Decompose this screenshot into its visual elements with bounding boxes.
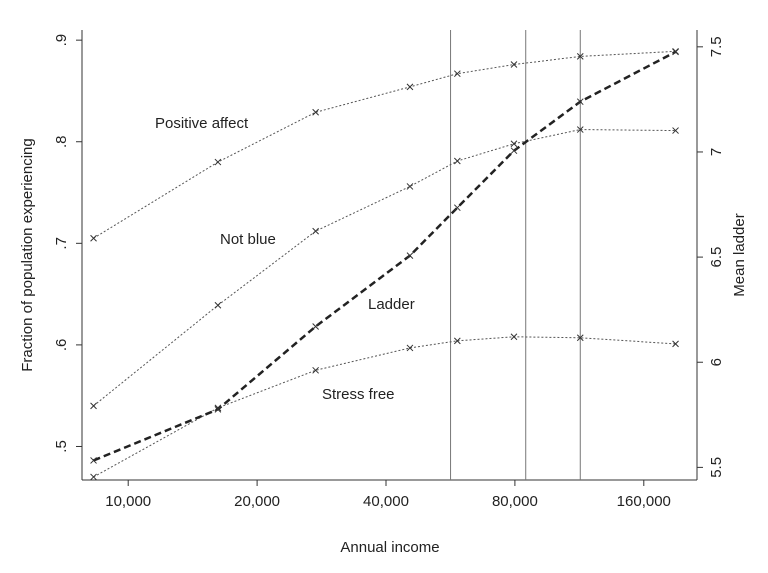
point-marker xyxy=(214,301,222,309)
x-tick-label: 20,000 xyxy=(234,493,280,510)
point-marker xyxy=(453,70,461,78)
point-marker xyxy=(90,234,97,242)
y-tick-label: .9 xyxy=(53,34,70,47)
y2-tick-label: 6 xyxy=(708,358,725,366)
point-marker xyxy=(510,61,518,68)
y-tick-label: .5 xyxy=(53,440,70,453)
point-marker xyxy=(90,402,97,410)
point-marker xyxy=(453,204,461,212)
point-marker xyxy=(214,405,222,413)
y-tick-label: .8 xyxy=(53,135,70,148)
point-marker xyxy=(453,157,461,165)
y2-tick-label: 7.5 xyxy=(708,36,725,57)
point-marker xyxy=(576,334,584,342)
point-marker xyxy=(672,340,679,348)
point-marker xyxy=(453,337,461,345)
x-axis-label: Annual income xyxy=(340,539,439,556)
point-marker xyxy=(312,366,319,374)
point-marker xyxy=(312,227,319,235)
series-line xyxy=(93,50,677,462)
point-marker xyxy=(406,83,414,91)
series-label: Ladder xyxy=(368,296,415,313)
point-marker xyxy=(672,48,679,56)
point-marker xyxy=(406,344,414,352)
point-marker xyxy=(406,252,414,259)
y2-tick-label: 7 xyxy=(708,148,725,156)
point-marker xyxy=(312,323,319,330)
point-marker xyxy=(576,98,584,106)
point-marker xyxy=(576,53,584,60)
y-tick-label: .6 xyxy=(53,339,70,352)
series-line xyxy=(93,50,676,239)
y2-tick-label: 5.5 xyxy=(708,457,725,478)
point-marker xyxy=(576,126,584,133)
y-tick-label: .7 xyxy=(53,237,70,250)
point-marker xyxy=(312,108,319,116)
point-marker xyxy=(672,127,679,134)
series-line xyxy=(93,336,676,478)
y-axis-label: Fraction of population experiencing xyxy=(19,138,36,371)
y2-axis-label: Mean ladder xyxy=(731,213,748,296)
x-tick-label: 80,000 xyxy=(492,493,538,510)
point-marker xyxy=(510,147,518,155)
series-label: Positive affect xyxy=(155,115,249,132)
y2-tick-label: 6.5 xyxy=(708,247,725,268)
series-line xyxy=(93,129,676,407)
x-tick-label: 160,000 xyxy=(617,493,671,510)
x-tick-label: 10,000 xyxy=(105,493,151,510)
series-label: Not blue xyxy=(220,231,276,248)
point-marker xyxy=(90,473,97,481)
series-label: Stress free xyxy=(322,386,395,403)
point-marker xyxy=(406,183,414,190)
point-marker xyxy=(90,457,97,464)
point-marker xyxy=(214,158,222,166)
point-marker xyxy=(510,333,518,341)
point-marker xyxy=(510,140,518,148)
x-tick-label: 40,000 xyxy=(363,493,409,510)
